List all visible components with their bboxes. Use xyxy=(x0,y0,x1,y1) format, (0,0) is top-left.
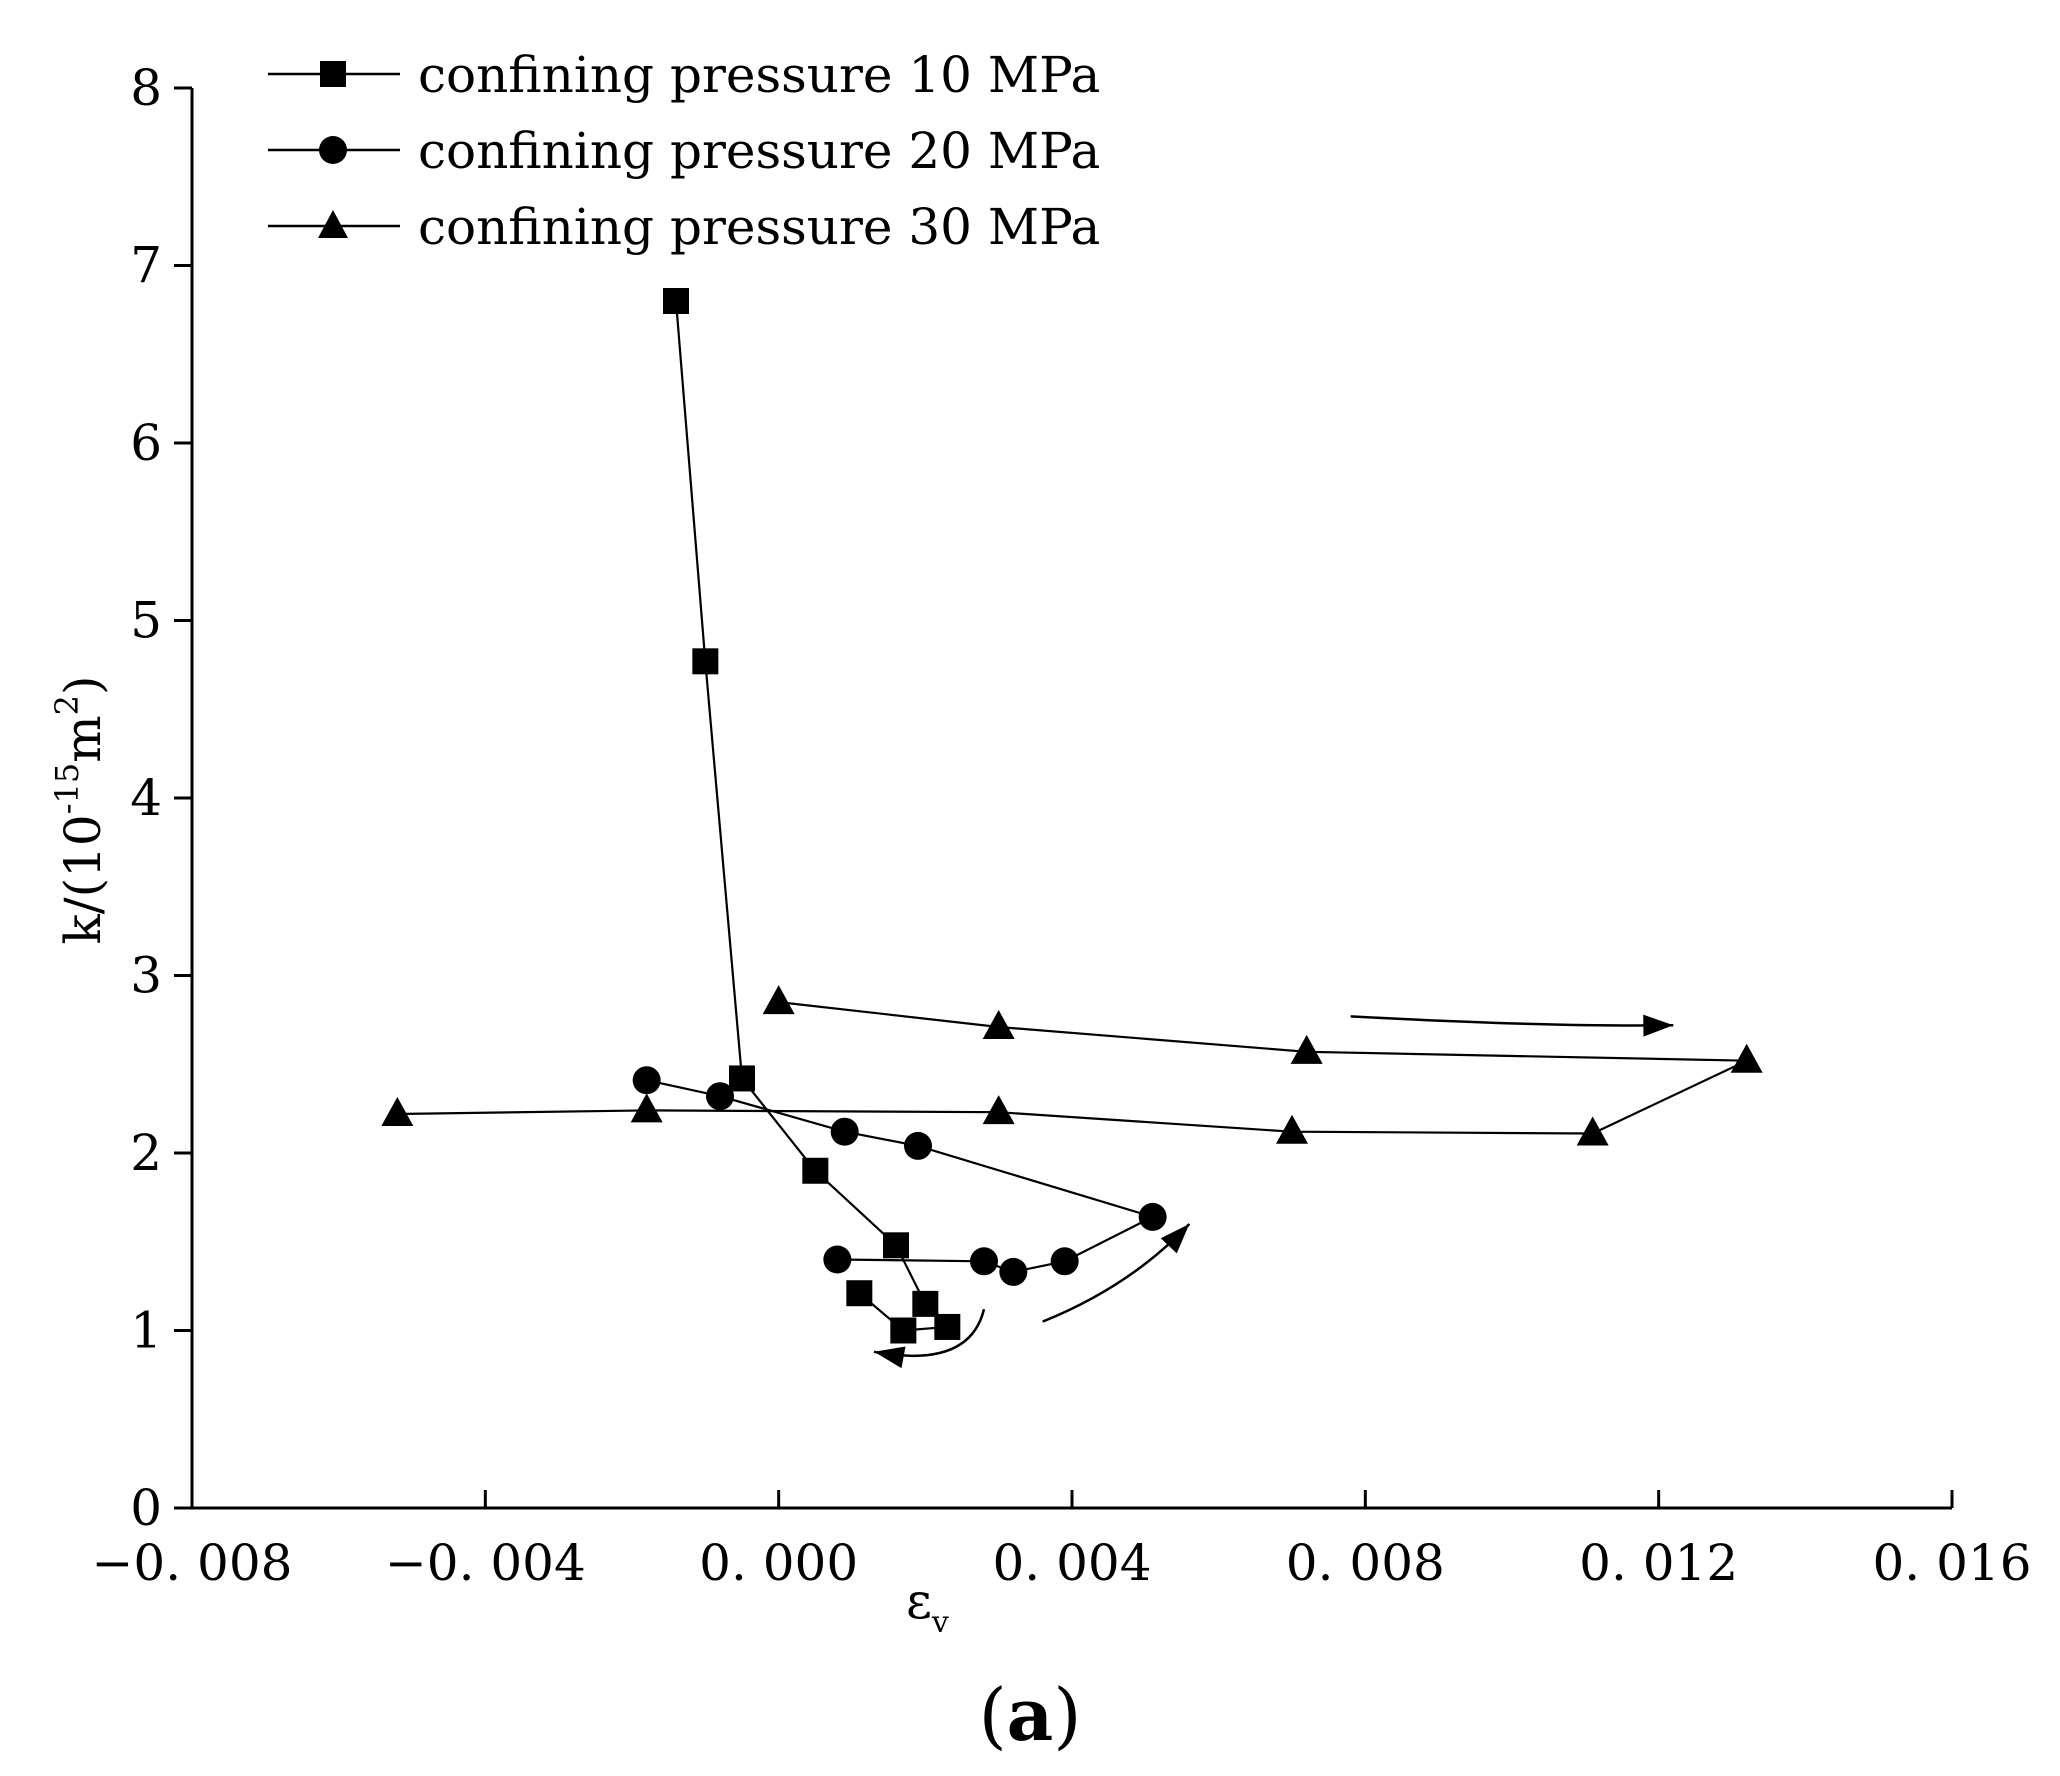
data-point-triangle xyxy=(630,1093,663,1123)
data-point-square xyxy=(890,1317,917,1344)
data-point-square xyxy=(802,1157,829,1184)
y-tick-label: 8 xyxy=(130,59,162,117)
data-point-triangle xyxy=(762,985,795,1015)
direction-arrow xyxy=(1350,1014,1674,1037)
data-point-circle xyxy=(970,1247,998,1276)
legend-marker-triangle xyxy=(318,210,348,238)
data-point-circle xyxy=(706,1082,734,1111)
x-tick-label: 0. 000 xyxy=(699,1534,858,1592)
data-point-triangle xyxy=(381,1096,414,1126)
data-point-circle xyxy=(1138,1202,1167,1231)
direction-arrow xyxy=(873,1308,986,1369)
legend: confining pressure 10 MPa confining pres… xyxy=(268,46,1100,256)
x-tick-label: 0. 012 xyxy=(1579,1534,1738,1592)
data-point-circle xyxy=(1050,1247,1079,1276)
legend-marker-circle xyxy=(319,136,347,164)
data-point-triangle xyxy=(982,1095,1015,1125)
annotation-arrows xyxy=(873,1014,1674,1369)
x-tick-label: −0. 004 xyxy=(385,1534,586,1592)
arrow-head xyxy=(1643,1014,1674,1037)
data-point-circle xyxy=(999,1257,1028,1286)
data-point-square xyxy=(934,1313,961,1340)
legend-label-30mpa: confining pressure 30 MPa xyxy=(418,198,1100,256)
x-tick-label: 0. 008 xyxy=(1286,1534,1445,1592)
data-point-triangle xyxy=(982,1009,1015,1039)
axes: 0 1 2 3 4 5 6 7 8 −0. 008 −0. 004 0. 000 0. 004 0. 00… xyxy=(92,59,2032,1592)
data-point-square xyxy=(729,1065,755,1092)
data-point-circle xyxy=(830,1117,859,1146)
data-point-triangle xyxy=(1290,1034,1323,1064)
y-tick-label: 2 xyxy=(130,1124,162,1182)
arrow-curve xyxy=(1350,1015,1674,1027)
legend-marker-square xyxy=(320,61,346,87)
figure-caption: (a) xyxy=(979,1672,1082,1757)
x-axis-title: εv xyxy=(906,1572,949,1640)
data-point-square xyxy=(883,1232,909,1259)
y-tick-label: 7 xyxy=(130,237,162,295)
y-tick-label: 1 xyxy=(130,1302,162,1360)
data-point-triangle xyxy=(1276,1114,1308,1144)
x-tick-label: 0. 016 xyxy=(1872,1534,2031,1592)
y-tick-label: 3 xyxy=(130,947,162,1005)
series-square xyxy=(663,288,961,1344)
y-tick-label: 5 xyxy=(130,592,162,650)
series-triangle xyxy=(381,985,1763,1146)
data-point-circle xyxy=(632,1066,661,1095)
x-tick-label: 0. 004 xyxy=(992,1534,1151,1592)
x-tick-label: −0. 008 xyxy=(92,1534,293,1592)
legend-label-20mpa: confining pressure 20 MPa xyxy=(418,122,1100,180)
data-point-triangle xyxy=(1730,1043,1763,1073)
data-point-square xyxy=(912,1290,939,1317)
data-point-square xyxy=(663,288,689,314)
data-point-square xyxy=(846,1280,873,1307)
y-tick-label: 0 xyxy=(130,1479,162,1537)
data-point-triangle xyxy=(1576,1116,1609,1146)
arrow-head xyxy=(1160,1224,1190,1254)
y-tick-label: 4 xyxy=(130,769,162,827)
series-circle xyxy=(632,1066,1167,1286)
data-point-square xyxy=(692,648,719,675)
y-tick-label: 6 xyxy=(130,414,162,472)
data-point-circle xyxy=(904,1131,932,1160)
series-group xyxy=(381,288,1763,1344)
data-point-circle xyxy=(823,1245,852,1274)
series-line xyxy=(397,1001,1748,1135)
direction-arrow xyxy=(1042,1223,1191,1323)
y-axis-title: k/(10-15m2) xyxy=(48,675,112,944)
arrow-head xyxy=(874,1346,906,1369)
legend-label-10mpa: confining pressure 10 MPa xyxy=(418,46,1100,104)
